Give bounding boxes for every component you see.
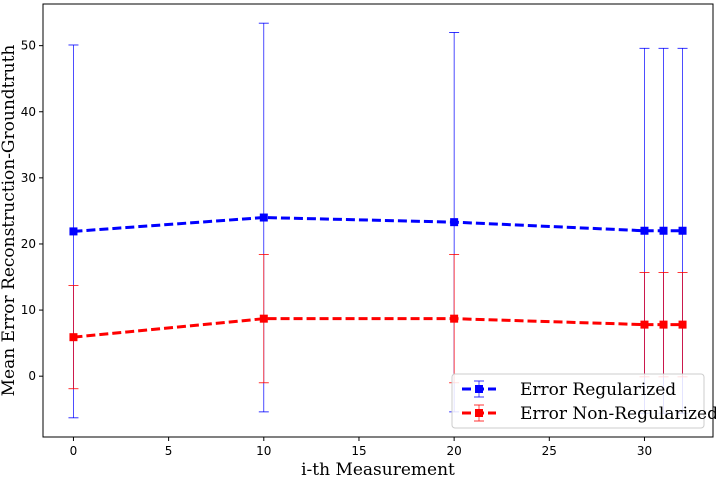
y-tick-label: 30: [21, 171, 36, 185]
legend-item: Error Regularized: [462, 380, 676, 400]
series-2: [68, 254, 688, 390]
data-point: [69, 333, 78, 342]
data-point: [678, 226, 687, 235]
data-point: [659, 320, 668, 329]
plot-frame: [42, 3, 714, 438]
legend-label: Error Regularized: [520, 380, 676, 400]
data-point: [640, 226, 649, 235]
y-tick-label: 20: [21, 237, 36, 251]
data-point: [640, 320, 649, 329]
y-axis-ticks: 0 10 20 30 40 50: [21, 39, 43, 383]
series-line: [73, 216, 683, 233]
legend-swatch-marker: [475, 409, 483, 417]
x-tick-label: 25: [542, 444, 557, 458]
y-axis-label: Mean Error Reconstruction-Groundtruth: [0, 45, 19, 397]
y-tick-label: 0: [28, 369, 36, 383]
x-tick-label: 10: [256, 444, 271, 458]
x-tick-label: 20: [446, 444, 461, 458]
x-tick-label: 15: [351, 444, 366, 458]
data-point: [259, 213, 268, 222]
series-1: [68, 22, 688, 419]
legend: Error Regularized Error Non-Regularized: [451, 373, 716, 429]
data-point: [659, 226, 668, 235]
y-tick-label: 40: [21, 105, 36, 119]
x-tick-label: 30: [637, 444, 652, 458]
y-tick-label: 10: [21, 303, 36, 317]
data-point: [450, 314, 459, 323]
legend-box: [451, 373, 705, 429]
x-axis-ticks: 0 5 10 15 20 25 30: [70, 437, 652, 458]
data-point: [259, 314, 268, 323]
data-point: [69, 227, 78, 236]
data-point: [678, 320, 687, 329]
y-tick-label: 50: [21, 39, 36, 53]
x-tick-label: 0: [70, 444, 78, 458]
x-tick-label: 5: [165, 444, 173, 458]
legend-item: Error Non-Regularized: [462, 404, 716, 424]
legend-label: Error Non-Regularized: [520, 404, 716, 424]
data-point: [450, 218, 459, 227]
series-line: [73, 317, 683, 339]
x-axis-label: i-th Measurement: [301, 460, 455, 479]
legend-swatch-marker: [475, 385, 483, 393]
series-layer: [68, 22, 688, 419]
